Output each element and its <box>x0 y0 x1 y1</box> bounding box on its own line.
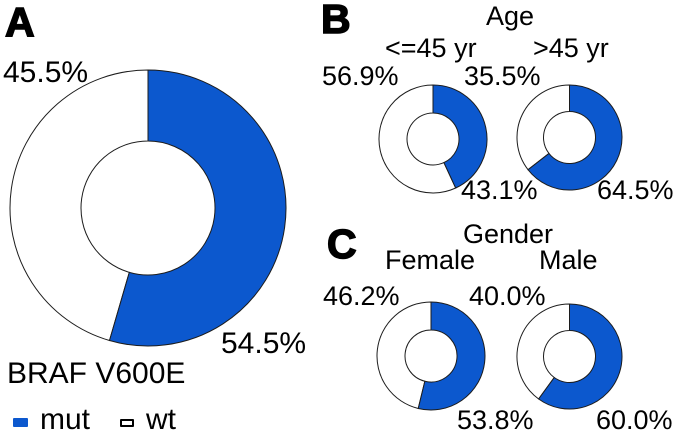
donut-chart-gender-male <box>516 303 623 410</box>
gender-male-title: Male <box>539 245 598 275</box>
donut-chart-gender-female <box>376 301 486 411</box>
donut-chart-braf-v600e <box>9 69 287 347</box>
panel-a-caption: BRAF V600E <box>7 357 186 390</box>
legend: mut wt <box>13 403 177 434</box>
panel-c-letter: C <box>326 221 357 267</box>
donut-chart-age-gt45 <box>516 84 623 191</box>
donut-chart-age-le45 <box>378 84 488 194</box>
panel-c-title: Gender <box>462 219 554 249</box>
gender-female-mut-percent-label: 53.8% <box>457 405 534 434</box>
gender-female-title: Female <box>385 245 476 275</box>
age-le45-title: <=45 yr <box>385 33 477 63</box>
gender-male-mut-percent-label: 60.0% <box>596 405 673 434</box>
age-gt45-wt-percent-label: 35.5% <box>464 61 541 91</box>
gender-female-wt-percent-label: 46.2% <box>323 281 400 311</box>
age-gt45-title: >45 yr <box>533 33 609 63</box>
panel-a-letter: A <box>4 0 35 45</box>
panel-b-title: Age <box>485 1 535 31</box>
panel-a-mut-percent-label: 54.5% <box>221 327 307 360</box>
gender-male-wt-percent-label: 40.0% <box>469 281 546 311</box>
panel-b-letter: B <box>320 0 351 42</box>
legend-mut-label: mut <box>40 403 91 434</box>
legend-wt-label: wt <box>146 403 177 434</box>
age-le45-wt-percent-label: 56.9% <box>322 61 399 91</box>
panel-a-wt-percent-label: 45.5% <box>3 56 89 89</box>
age-gt45-mut-percent-label: 64.5% <box>597 175 674 205</box>
age-le45-mut-percent-label: 43.1% <box>461 175 538 205</box>
legend-wt-swatch <box>120 418 135 427</box>
legend-mut-swatch <box>13 418 28 427</box>
